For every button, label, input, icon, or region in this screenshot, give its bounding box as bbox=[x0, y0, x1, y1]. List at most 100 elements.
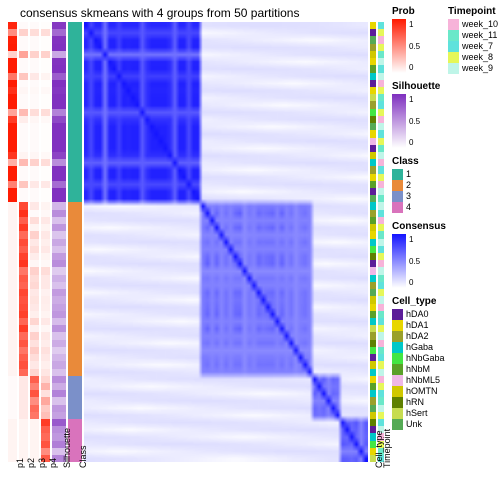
legend-label: week_7 bbox=[462, 41, 493, 52]
anno-cell bbox=[370, 87, 376, 94]
anno-cell bbox=[30, 412, 39, 419]
anno-cell bbox=[68, 354, 82, 361]
anno-cell bbox=[41, 318, 50, 325]
anno-cell bbox=[19, 159, 28, 166]
anno-cell bbox=[41, 332, 50, 339]
anno-cell bbox=[30, 123, 39, 130]
anno-cell bbox=[19, 282, 28, 289]
legend-swatch bbox=[392, 169, 403, 180]
tick: 0 bbox=[409, 277, 420, 288]
anno-cell bbox=[8, 202, 17, 209]
anno-cell bbox=[370, 195, 376, 202]
anno-cell bbox=[68, 152, 82, 159]
anno-cell bbox=[370, 138, 376, 145]
anno-cell bbox=[19, 325, 28, 332]
anno-cell bbox=[370, 260, 376, 267]
anno-cell bbox=[41, 202, 50, 209]
anno-cell bbox=[8, 340, 17, 347]
anno-cell bbox=[52, 152, 66, 159]
legend-item: hGaba bbox=[392, 342, 502, 353]
anno-cell bbox=[378, 138, 384, 145]
anno-cell bbox=[19, 73, 28, 80]
anno-cell bbox=[52, 419, 66, 426]
legend-item: 3 bbox=[392, 191, 502, 202]
anno-cell bbox=[41, 397, 50, 404]
anno-cell bbox=[68, 289, 82, 296]
anno-cell bbox=[19, 210, 28, 217]
anno-cell bbox=[41, 390, 50, 397]
anno-cell bbox=[378, 188, 384, 195]
anno-cell bbox=[8, 195, 17, 202]
anno-cell bbox=[41, 224, 50, 231]
anno-col-p3 bbox=[30, 22, 39, 462]
legend-label: week_8 bbox=[462, 52, 493, 63]
anno-cell bbox=[378, 296, 384, 303]
anno-cell bbox=[8, 275, 17, 282]
anno-cell bbox=[52, 405, 66, 412]
anno-cell bbox=[41, 239, 50, 246]
anno-cell bbox=[370, 405, 376, 412]
anno-cell bbox=[370, 202, 376, 209]
anno-cell bbox=[8, 448, 17, 455]
anno-cell bbox=[30, 94, 39, 101]
anno-cell bbox=[68, 267, 82, 274]
anno-cell bbox=[8, 174, 17, 181]
anno-cell bbox=[68, 145, 82, 152]
anno-cell bbox=[8, 332, 17, 339]
anno-cell bbox=[370, 332, 376, 339]
anno-cell bbox=[41, 347, 50, 354]
anno-cell bbox=[68, 166, 82, 173]
anno-cell bbox=[41, 181, 50, 188]
anno-cell bbox=[370, 188, 376, 195]
anno-cell bbox=[41, 376, 50, 383]
anno-cell bbox=[52, 195, 66, 202]
legend-swatch bbox=[392, 331, 403, 342]
anno-cell bbox=[41, 58, 50, 65]
anno-cell bbox=[30, 22, 39, 29]
anno-cell bbox=[68, 397, 82, 404]
anno-cell bbox=[52, 275, 66, 282]
anno-cell bbox=[8, 80, 17, 87]
anno-cell bbox=[30, 448, 39, 455]
legend-swatch bbox=[392, 364, 403, 375]
legend-label: Unk bbox=[406, 419, 422, 430]
anno-cell bbox=[8, 267, 17, 274]
anno-cell bbox=[378, 195, 384, 202]
anno-cell bbox=[68, 22, 82, 29]
legend-item: 2 bbox=[392, 180, 502, 191]
anno-cell bbox=[68, 174, 82, 181]
anno-cell bbox=[30, 267, 39, 274]
anno-cell bbox=[8, 210, 17, 217]
anno-cell bbox=[52, 390, 66, 397]
anno-cell bbox=[52, 311, 66, 318]
anno-cell bbox=[378, 412, 384, 419]
anno-cell bbox=[41, 22, 50, 29]
anno-cell bbox=[30, 181, 39, 188]
anno-cell bbox=[30, 332, 39, 339]
anno-cell bbox=[68, 282, 82, 289]
anno-cell bbox=[8, 239, 17, 246]
anno-cell bbox=[30, 145, 39, 152]
anno-cell bbox=[8, 36, 17, 43]
anno-cell bbox=[68, 347, 82, 354]
tick: 1 bbox=[409, 19, 420, 30]
anno-cell bbox=[68, 130, 82, 137]
legend-item: week_7 bbox=[448, 41, 498, 52]
anno-cell bbox=[41, 275, 50, 282]
anno-cell bbox=[19, 130, 28, 137]
legend-panel: Prob 1 0.5 0 Timepoint week_10week_11wee… bbox=[392, 6, 502, 438]
legend-silhouette: Silhouette 1 0.5 0 bbox=[392, 81, 502, 148]
anno-cell bbox=[19, 340, 28, 347]
anno-cell bbox=[41, 426, 50, 433]
anno-cell bbox=[370, 361, 376, 368]
anno-cell bbox=[370, 282, 376, 289]
anno-col-timepoint bbox=[378, 22, 384, 462]
anno-cell bbox=[52, 65, 66, 72]
anno-cell bbox=[370, 73, 376, 80]
legend-celltype-title: Cell_type bbox=[392, 296, 502, 307]
anno-cell bbox=[52, 217, 66, 224]
anno-cell bbox=[41, 29, 50, 36]
tick: 1 bbox=[409, 94, 420, 105]
anno-cell bbox=[68, 44, 82, 51]
anno-cell bbox=[19, 231, 28, 238]
